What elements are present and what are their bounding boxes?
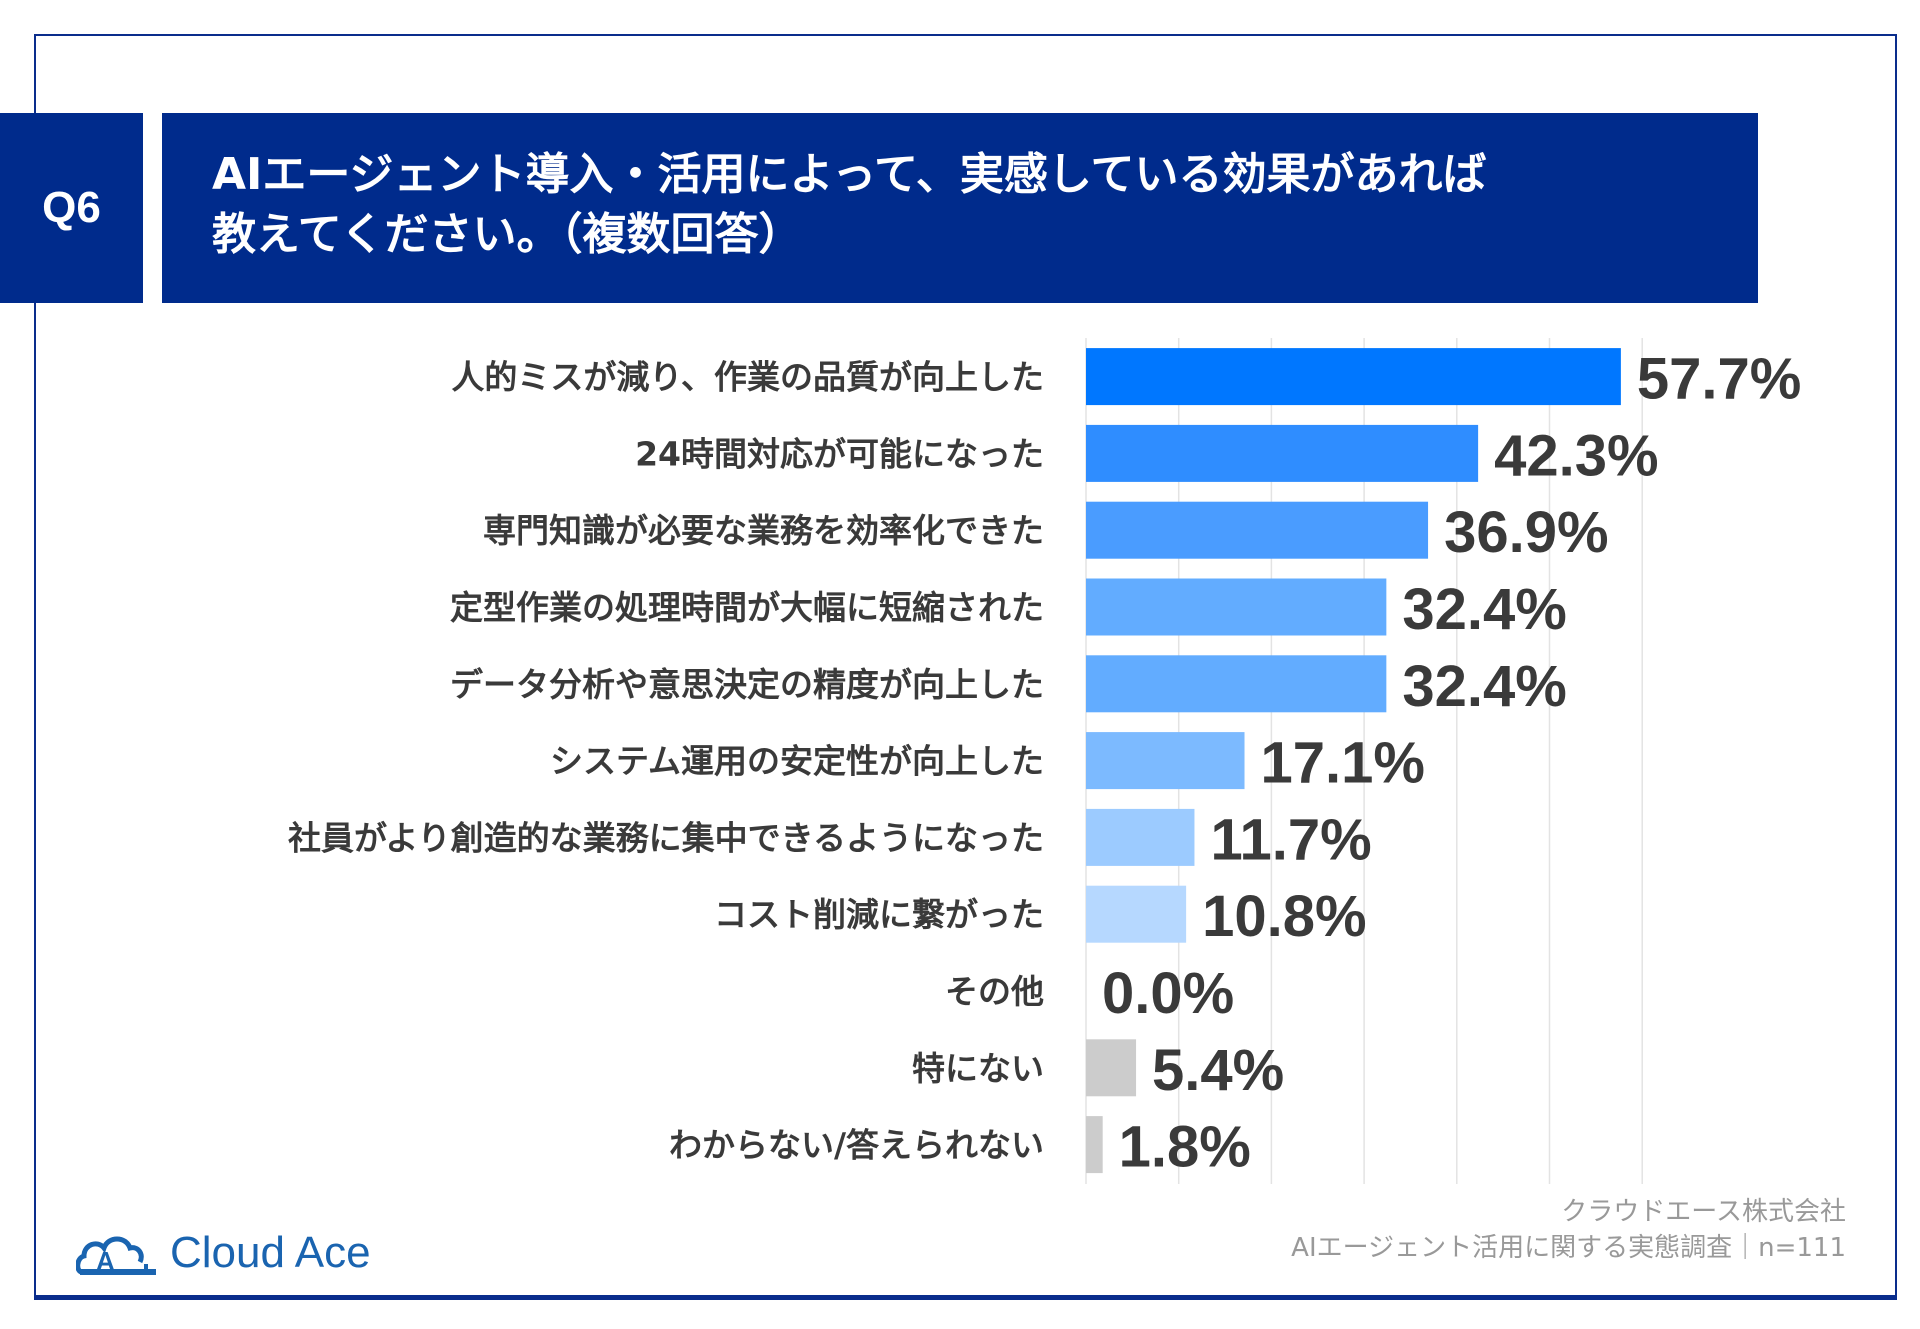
bar bbox=[1086, 1116, 1103, 1174]
cloud-ace-logo: A Cloud Ace bbox=[76, 1228, 371, 1278]
bar bbox=[1086, 501, 1429, 559]
category-label: 定型作業の処理時間が大幅に短縮された bbox=[450, 588, 1044, 627]
bar bbox=[1086, 808, 1195, 866]
category-label: その他 bbox=[945, 972, 1044, 1011]
cloud-logo-icon: A bbox=[76, 1236, 156, 1276]
footer-credit: クラウドエース株式会社 AIエージェント活用に関する実態調査｜n=111 bbox=[1291, 1194, 1846, 1266]
value-label: 32.4% bbox=[1402, 654, 1566, 719]
question-number: Q6 bbox=[42, 183, 101, 232]
category-label: システム運用の安定性が向上した bbox=[550, 742, 1044, 781]
value-label: 0.0% bbox=[1102, 961, 1234, 1026]
bar bbox=[1086, 578, 1387, 636]
footer-company: クラウドエース株式会社 bbox=[1561, 1197, 1846, 1227]
bar bbox=[1086, 885, 1187, 943]
chart-frame bbox=[34, 34, 1897, 1300]
value-label: 10.8% bbox=[1202, 884, 1366, 949]
value-label: 17.1% bbox=[1261, 731, 1425, 796]
value-label: 1.8% bbox=[1119, 1115, 1251, 1180]
category-label: 人的ミスが減り、作業の品質が向上した bbox=[451, 358, 1044, 397]
footer-survey: AIエージェント活用に関する実態調査｜n=111 bbox=[1291, 1233, 1846, 1263]
value-label: 32.4% bbox=[1402, 577, 1566, 642]
value-label: 11.7% bbox=[1210, 807, 1371, 872]
value-label: 5.4% bbox=[1152, 1038, 1284, 1103]
category-label: データ分析や意思決定の精度が向上した bbox=[450, 665, 1044, 704]
bar bbox=[1086, 655, 1387, 713]
question-title-line2: 教えてください。（複数回答） bbox=[212, 209, 803, 260]
value-label: 42.3% bbox=[1494, 423, 1658, 488]
question-title-line1: AIエージェント導入・活用によって、実感している効果があれば bbox=[212, 149, 1487, 200]
value-label: 36.9% bbox=[1444, 500, 1608, 565]
logo-text: Cloud Ace bbox=[170, 1228, 371, 1277]
category-label: 24時間対応が可能になった bbox=[635, 434, 1044, 473]
bar bbox=[1086, 732, 1245, 790]
category-label: わからない/答えられない bbox=[669, 1126, 1044, 1165]
bar bbox=[1086, 424, 1479, 482]
bar bbox=[1086, 1039, 1137, 1097]
svg-text:A: A bbox=[96, 1246, 115, 1276]
category-label: 特にない bbox=[912, 1049, 1044, 1088]
question-title-box: AIエージェント導入・活用によって、実感している効果があれば 教えてください。（… bbox=[162, 113, 1758, 303]
category-label: 専門知識が必要な業務を効率化できた bbox=[483, 511, 1044, 550]
bar bbox=[1086, 348, 1621, 406]
question-number-badge: Q6 bbox=[0, 113, 143, 303]
category-label: 社員がより創造的な業務に集中できるようになった bbox=[288, 818, 1044, 857]
value-label: 57.7% bbox=[1637, 347, 1801, 412]
category-label: コスト削減に繋がった bbox=[714, 895, 1044, 934]
